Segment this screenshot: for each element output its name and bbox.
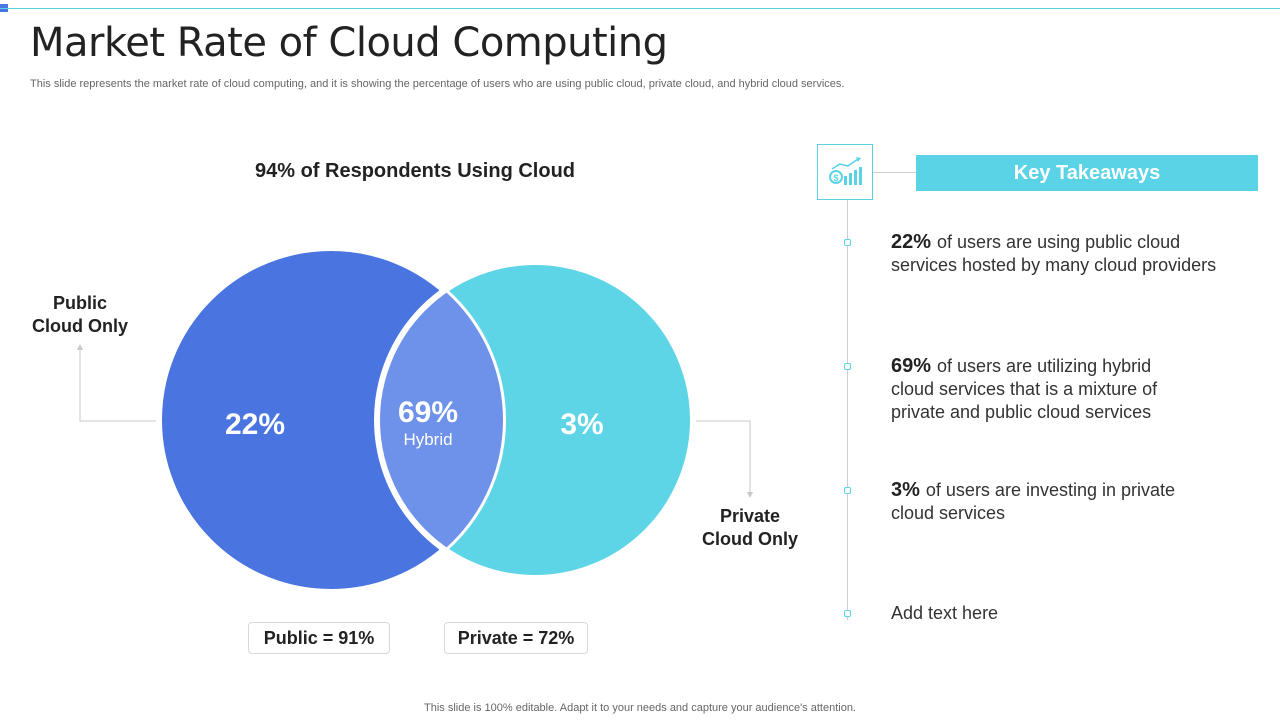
takeaway-bullet-3 <box>844 487 851 494</box>
takeaways-header: Key Takeaways <box>916 155 1258 191</box>
private-cloud-label: Private Cloud Only <box>680 505 820 551</box>
private-total-badge: Private = 72% <box>444 622 588 654</box>
public-connector-line <box>79 348 178 422</box>
takeaway-bullet-2 <box>844 363 851 370</box>
takeaways-timeline <box>847 200 848 620</box>
takeaway-bullet-4 <box>844 610 851 617</box>
takeaway-text-2: of users are utilizing hybrid cloud serv… <box>891 356 1158 422</box>
public-total-badge: Public = 91% <box>248 622 390 654</box>
private-value: 3% <box>560 408 603 441</box>
takeaway-text-1: of users are using public cloud services… <box>891 232 1217 275</box>
top-accent-line <box>0 8 1280 9</box>
money-growth-chart-icon: $ <box>829 157 862 185</box>
hybrid-overlap <box>374 259 503 581</box>
takeaway-pct-2: 69% <box>891 355 932 377</box>
takeaway-text-3: of users are investing in private cloud … <box>891 480 1176 523</box>
page-subtitle: This slide represents the market rate of… <box>30 78 845 90</box>
takeaway-bullet-1 <box>844 239 851 246</box>
public-cloud-label-line1: Public <box>52 293 107 313</box>
takeaways-connector <box>873 172 916 173</box>
private-connector-arrow <box>747 492 753 498</box>
footer-note: This slide is 100% editable. Adapt it to… <box>424 702 856 714</box>
hybrid-value: 69% <box>398 396 458 429</box>
public-cloud-label-line2: Cloud Only <box>32 316 128 336</box>
venn-title: 94% of Respondents Using Cloud <box>254 160 576 182</box>
public-cloud-label: Public Cloud Only <box>10 292 150 338</box>
public-value: 22% <box>225 408 285 441</box>
hybrid-label: Hybrid <box>403 430 452 449</box>
takeaway-item-3: 3% of users are investing in private clou… <box>891 479 1211 525</box>
takeaway-item-2: 69% of users are utilizing hybrid cloud s… <box>891 355 1191 424</box>
takeaways-icon-box: $ <box>817 144 873 200</box>
takeaway-item-1: 22% of users are using public cloud servi… <box>891 231 1251 277</box>
svg-text:$: $ <box>833 173 838 183</box>
public-connector-arrow <box>77 344 83 350</box>
takeaway-pct-1: 22% <box>891 231 932 253</box>
private-cloud-label-line2: Cloud Only <box>702 529 798 549</box>
page-title: Market Rate of Cloud Computing <box>30 20 668 66</box>
takeaway-item-4: Add text here <box>891 602 1251 625</box>
takeaway-pct-3: 3% <box>891 479 920 501</box>
takeaway-text-4: Add text here <box>891 603 999 623</box>
private-cloud-label-line1: Private <box>719 506 781 526</box>
